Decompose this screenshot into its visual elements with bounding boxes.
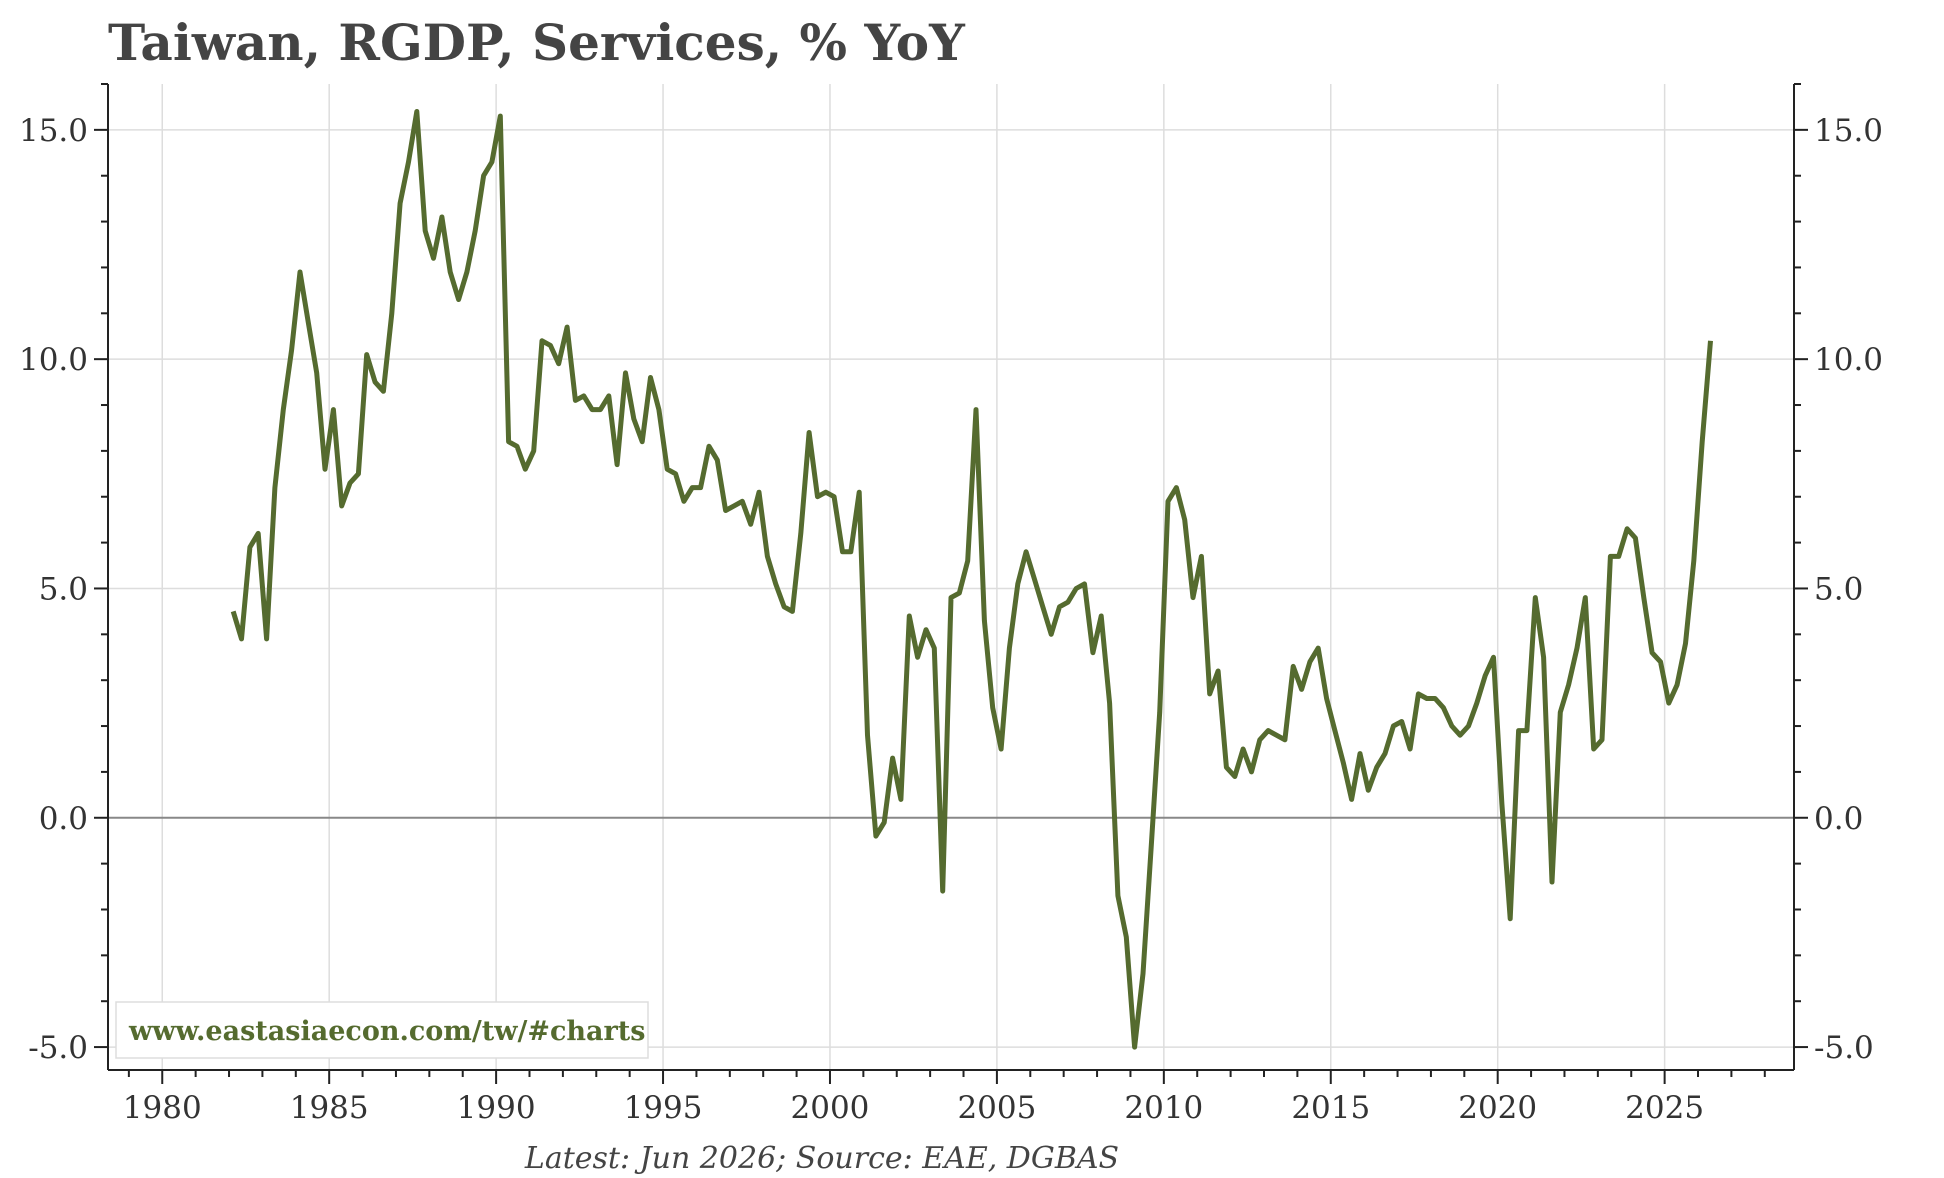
x-tick-label: 1995: [624, 1090, 703, 1126]
watermark-box: [115, 1001, 649, 1059]
y-left-tick-label: 5.0: [39, 571, 88, 607]
y-left-tick-label: -5.0: [28, 1030, 88, 1066]
x-tick-label: 1980: [123, 1090, 202, 1126]
series-line: [230, 109, 1713, 1050]
y-right-tick-label: 10.0: [1814, 342, 1883, 378]
y-axis-left-ticks: -5.0 0.0 5.0 10.0 15.0: [19, 83, 108, 1066]
x-tick-label: 2000: [791, 1090, 870, 1126]
x-tick-label: 2005: [957, 1090, 1036, 1126]
y-right-tick-label: 0.0: [1814, 801, 1863, 837]
x-tick-label: 1985: [290, 1090, 369, 1126]
x-tick-label: 2015: [1291, 1090, 1370, 1126]
y-left-tick-label: 10.0: [19, 342, 88, 378]
y-left-tick-label: 15.0: [19, 113, 88, 149]
chart-title: Taiwan, RGDP, Services, % YoY: [108, 13, 966, 72]
y-right-tick-label: 15.0: [1814, 113, 1883, 149]
x-axis-ticks: 1980 1985 1990 1995 2000 2005 2010 2015 2020 2025: [123, 1070, 1766, 1126]
y-axis-right-ticks: -5.0 0.0 5.0 10.0 15.0: [1794, 83, 1883, 1066]
grid: [108, 84, 1794, 1070]
source-note: Latest: Jun 2026; Source: EAE, DGBAS: [524, 1141, 1119, 1176]
x-tick-label: 2025: [1625, 1090, 1704, 1126]
x-tick-label: 2020: [1458, 1090, 1537, 1126]
axes: [107, 84, 1795, 1071]
y-right-tick-label: 5.0: [1814, 571, 1863, 607]
y-left-tick-label: 0.0: [39, 801, 88, 837]
x-tick-label: 2010: [1124, 1090, 1203, 1126]
watermark-text: www.eastasiaecon.com/tw/#charts: [128, 1016, 645, 1047]
y-right-tick-label: -5.0: [1814, 1030, 1874, 1066]
x-tick-label: 1990: [457, 1090, 536, 1126]
